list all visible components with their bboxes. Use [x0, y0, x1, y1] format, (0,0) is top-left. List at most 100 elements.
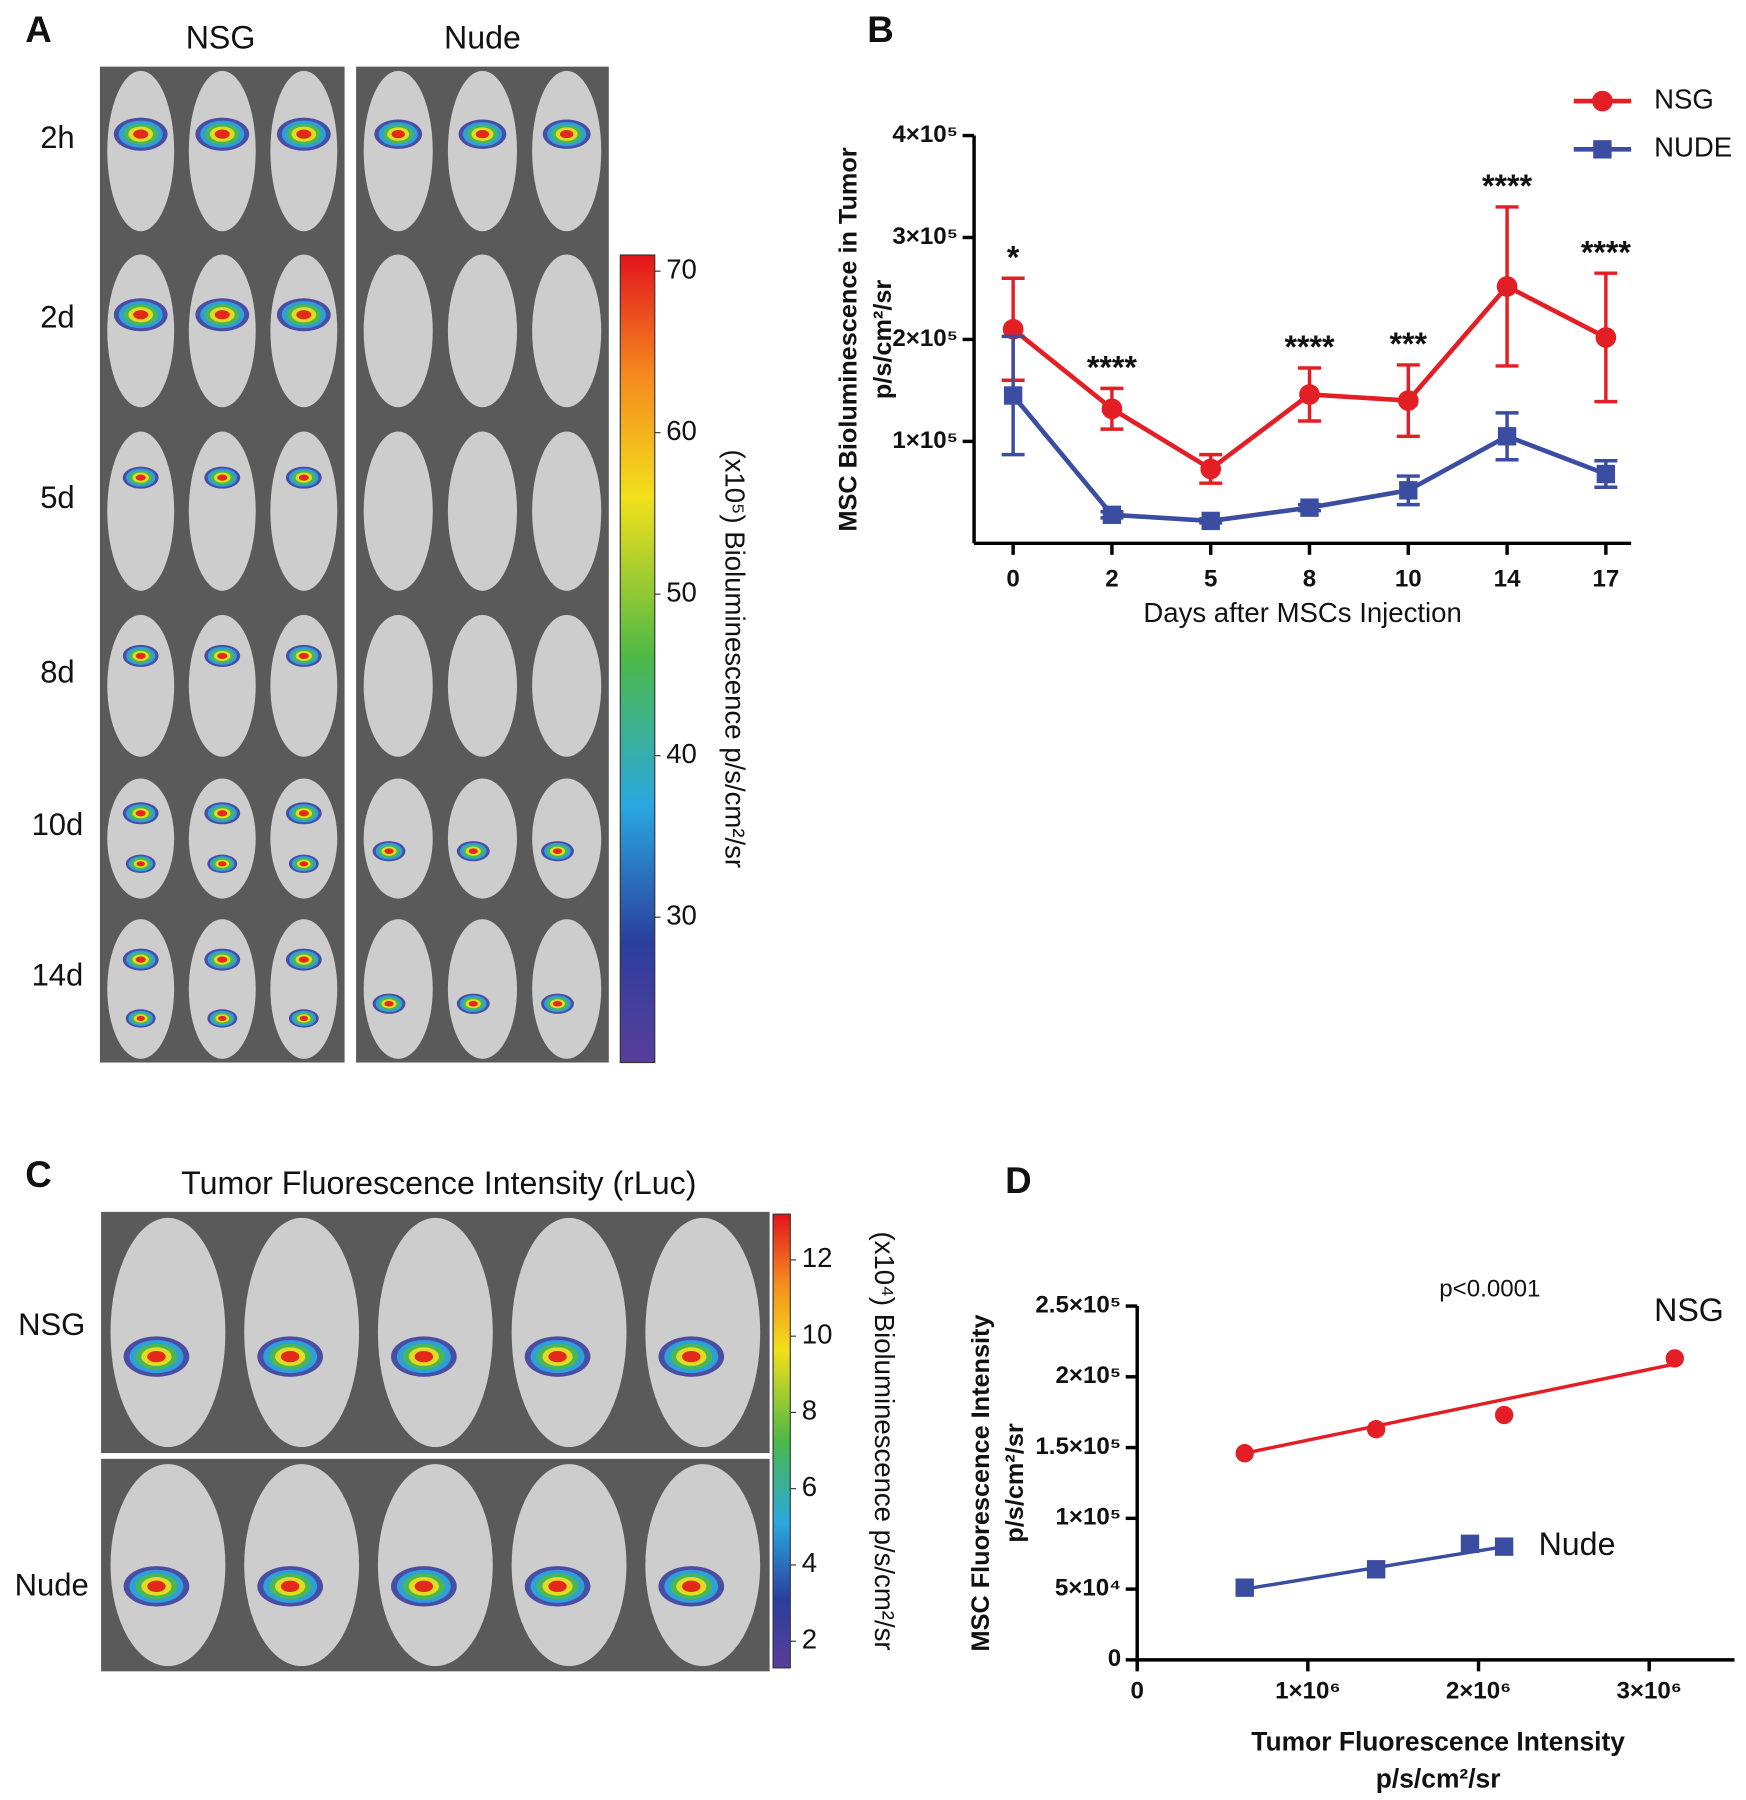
- signal-blob: [682, 1350, 701, 1363]
- panel-title: Tumor Fluorescence Intensity (rLuc): [181, 1165, 696, 1201]
- panel-label: B: [867, 9, 894, 50]
- marker: [1200, 458, 1222, 480]
- significance-label: ****: [1284, 329, 1335, 365]
- mouse: [511, 1464, 627, 1667]
- marker: [1299, 384, 1320, 405]
- y-axis-label: p/s/cm²/sr: [1001, 1423, 1029, 1543]
- row-label: 10d: [32, 807, 84, 842]
- point: [1235, 1444, 1254, 1463]
- x-tick-label: 0: [1130, 1677, 1143, 1704]
- y-tick-label: 0: [1108, 1645, 1121, 1672]
- x-tick-label: 8: [1303, 565, 1316, 592]
- signal-blob: [214, 129, 230, 139]
- significance-label: ****: [1581, 234, 1632, 270]
- mouse: [270, 778, 338, 899]
- signal-blob: [298, 956, 309, 963]
- mouse: [377, 1217, 493, 1448]
- mouse: [363, 919, 433, 1059]
- x-tick-label: 5: [1204, 565, 1217, 592]
- point: [1366, 1560, 1386, 1579]
- y-tick-label: 1×10⁵: [1055, 1504, 1121, 1531]
- significance-label: *: [1007, 239, 1020, 275]
- y-tick-label: 5×10⁴: [1055, 1574, 1121, 1601]
- colorbar-label: (x10⁴) Bioluminescence p/s/cm²/sr: [869, 1232, 900, 1651]
- signal-blob: [296, 310, 312, 320]
- signal-blob: [280, 1580, 300, 1592]
- y-tick-label: 1×10⁵: [892, 427, 958, 454]
- signal-blob: [147, 1350, 166, 1363]
- signal-blob: [217, 810, 228, 817]
- marker: [1399, 481, 1418, 500]
- signal-blob: [135, 810, 146, 817]
- signal-blob: [133, 129, 149, 139]
- marker: [1300, 498, 1319, 517]
- marker: [1002, 318, 1024, 340]
- marker: [1496, 276, 1518, 297]
- panel-label: C: [25, 1154, 52, 1195]
- signal-blob: [218, 861, 227, 867]
- signal-blob: [682, 1580, 701, 1592]
- signal-blob: [298, 652, 309, 659]
- column-label: NSG: [186, 20, 256, 56]
- signal-blob: [147, 1580, 166, 1592]
- marker: [1101, 398, 1123, 420]
- x-axis-label: Days after MSCs Injection: [1143, 597, 1461, 628]
- colorbar-tick-label: 70: [666, 253, 697, 284]
- mouse: [377, 1464, 493, 1667]
- row-label: Nude: [15, 1568, 89, 1603]
- mouse: [188, 778, 256, 899]
- signal-blob: [298, 810, 309, 817]
- y-axis-label: p/s/cm²/sr: [869, 280, 897, 400]
- mouse: [363, 614, 433, 757]
- mouse: [270, 70, 338, 232]
- row-label: 14d: [32, 958, 84, 993]
- mouse: [511, 1217, 627, 1448]
- mouse: [107, 778, 175, 899]
- mouse: [270, 431, 338, 591]
- colorbar: [619, 254, 656, 1064]
- x-axis-label: p/s/cm²/sr: [1376, 1763, 1501, 1793]
- y-tick-label: 4×10⁵: [892, 121, 958, 148]
- marker: [1595, 327, 1617, 348]
- signal-blob: [468, 848, 478, 855]
- colorbar: [772, 1213, 791, 1669]
- mouse: [107, 70, 175, 232]
- mouse: [107, 614, 175, 757]
- mouse: [270, 614, 338, 757]
- point: [1494, 1405, 1514, 1425]
- series-label: NSG: [1654, 1292, 1724, 1328]
- panel-label: D: [1005, 1160, 1032, 1201]
- mouse: [447, 254, 517, 408]
- y-axis-label: MSC Fluorescence Intensity: [967, 1314, 995, 1651]
- mouse: [188, 614, 256, 757]
- panel-label: A: [25, 9, 52, 50]
- signal-blob: [559, 130, 574, 139]
- row-label: NSG: [18, 1307, 85, 1342]
- signal-blob: [217, 652, 228, 659]
- point: [1366, 1419, 1386, 1439]
- x-tick-label: 14: [1494, 565, 1521, 592]
- marker: [1497, 427, 1517, 446]
- signal-blob: [135, 956, 146, 963]
- y-tick-label: 1.5×10⁵: [1035, 1433, 1121, 1460]
- marker: [1596, 464, 1616, 484]
- x-tick-label: 2: [1105, 565, 1118, 592]
- colorbar-tick-label: 10: [802, 1318, 833, 1349]
- point: [1494, 1537, 1514, 1556]
- signal-blob: [298, 474, 309, 481]
- mouse: [447, 70, 517, 232]
- legend-label: NUDE: [1654, 132, 1732, 163]
- x-tick-label: 0: [1006, 565, 1019, 592]
- mouse: [363, 70, 433, 232]
- mouse: [645, 1464, 761, 1667]
- signal-blob: [218, 1015, 227, 1022]
- mouse: [447, 431, 517, 591]
- mouse: [110, 1464, 226, 1667]
- signal-blob: [133, 310, 149, 320]
- significance-label: ****: [1482, 168, 1533, 204]
- mouse: [244, 1464, 360, 1667]
- mouse: [188, 70, 256, 232]
- row-label: 8d: [40, 654, 74, 689]
